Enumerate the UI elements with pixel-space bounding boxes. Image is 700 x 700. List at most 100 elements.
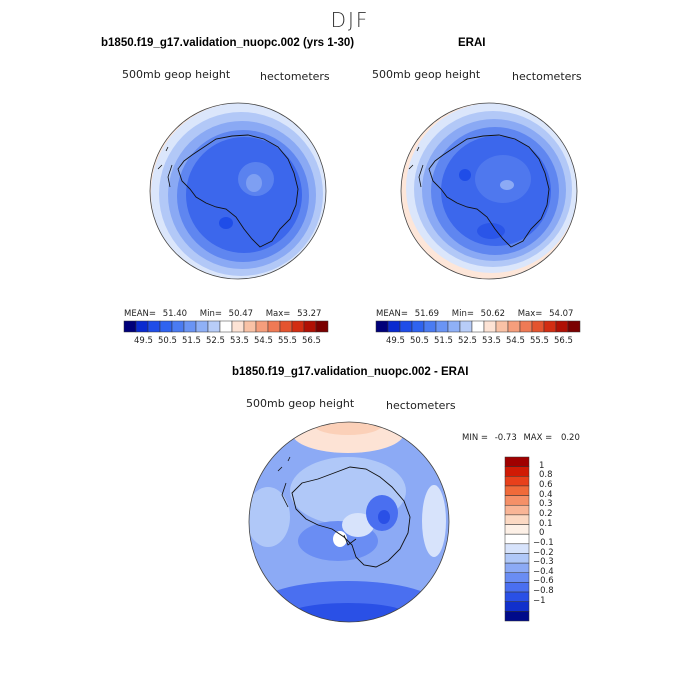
- panel-1-coastline: [177, 134, 299, 248]
- panel-3-colorbar-tick-label: 0.8: [539, 470, 553, 481]
- panel-3-map: [248, 421, 450, 623]
- panel-3-colorbar-tick-label: 0.6: [539, 479, 553, 490]
- panel-2-colorbar-swatch: [435, 320, 449, 333]
- panel-1-colorbar-tick-label: 55.5: [278, 336, 297, 346]
- panel-1-colorbar-tick-label: 56.5: [302, 336, 321, 346]
- panel-3-stats: MIN = -0.73 MAX = 0.20: [462, 433, 580, 443]
- panel-2-colorbar-swatch: [423, 320, 437, 333]
- panel-1-colorbar-swatch: [123, 320, 137, 333]
- panel-3-colorbar-swatch: [504, 485, 530, 496]
- panel-1-colorbar-tick-label: 50.5: [158, 336, 177, 346]
- panel-2-units: hectometers: [512, 70, 582, 83]
- panel-2-colorbar-swatch: [543, 320, 557, 333]
- panel-3-colorbar-swatch: [504, 553, 530, 564]
- panel-3-colorbar-swatch: [504, 524, 530, 535]
- panel-3-colorbar-tick-label: 0: [539, 528, 545, 539]
- panel-1-colorbar-swatch: [159, 320, 173, 333]
- panel-2-title: ERAI: [458, 37, 486, 49]
- panel-1-colorbar-tick-label: 54.5: [254, 336, 273, 346]
- panel-2-colorbar-swatch: [411, 320, 425, 333]
- panel-3-colorbar-tick-label: −0.2: [533, 547, 554, 558]
- panel-2-colorbar-tick-label: 49.5: [386, 336, 405, 346]
- panel-2-colorbar-swatch: [519, 320, 533, 333]
- panel-1-title: b1850.f19_g17.validation_nuopc.002 (yrs …: [101, 37, 355, 49]
- panel-2-map: [400, 102, 578, 280]
- panel-3-colorbar-swatch: [504, 495, 530, 506]
- panel-3-colorbar-tick-label: −0.6: [533, 576, 554, 587]
- panel-1-colorbar-swatch: [291, 320, 305, 333]
- panel-1-colorbar-swatch: [195, 320, 209, 333]
- panel-3-colorbar-swatch: [504, 466, 530, 477]
- panel-2-colorbar-tick-label: 53.5: [482, 336, 501, 346]
- panel-3-colorbar-tick-label: 0.3: [539, 499, 553, 510]
- panel-2-map-border: [400, 102, 578, 280]
- panel-1-colorbar-swatch: [219, 320, 233, 333]
- panel-1-map-border: [149, 102, 327, 280]
- panel-3-variable: 500mb geop height: [246, 397, 355, 410]
- panel-1-colorbar-swatch: [243, 320, 257, 333]
- panel-3-colorbar-tick-label: 0.2: [539, 508, 553, 519]
- panel-2-colorbar-swatch: [507, 320, 521, 333]
- panel-1-colorbar-swatch: [183, 320, 197, 333]
- panel-3-colorbar-swatch: [504, 533, 530, 545]
- panel-2-colorbar-swatch: [531, 320, 545, 333]
- panel-2-colorbar-tick-label: 51.5: [434, 336, 453, 346]
- panel-3-colorbar-ticks: 1 0.8 0.6 0.4 0.3 0.2 0.1 0 −0.1 −0.2 −0.3 −0.4 −0.6…: [533, 457, 573, 621]
- panel-2-colorbar-swatch: [399, 320, 413, 333]
- panel-2-colorbar-swatch: [495, 320, 509, 333]
- panel-2-colorbar-swatch: [567, 320, 581, 333]
- panel-1-colorbar-tick-label: 52.5: [206, 336, 225, 346]
- panel-3-colorbar-tick-label: 0.1: [539, 518, 553, 529]
- panel-3-colorbar-tick-label: 1: [539, 460, 545, 471]
- panel-3-title: b1850.f19_g17.validation_nuopc.002 - ERA…: [232, 366, 469, 378]
- panel-1-colorbar: [123, 320, 329, 333]
- panel-3-colorbar-swatch: [504, 476, 530, 487]
- panel-3-colorbar-tick-label: −0.1: [533, 537, 554, 548]
- panel-2-colorbar-tick-label: 52.5: [458, 336, 477, 346]
- panel-1-colorbar-swatch: [171, 320, 185, 333]
- panel-3-colorbar-swatch: [504, 601, 530, 612]
- panel-2-colorbar-tick-label: 50.5: [410, 336, 429, 346]
- panel-3-colorbar-swatch: [504, 543, 530, 554]
- panel-1-colorbar-swatch: [303, 320, 317, 333]
- panel-3-units: hectometers: [386, 399, 456, 412]
- panel-3-colorbar-tick-label: −1: [533, 595, 546, 606]
- panel-2-coastline: [428, 134, 550, 248]
- panel-1-colorbar-swatch: [207, 320, 221, 333]
- panel-2-variable: 500mb geop height: [372, 68, 481, 81]
- panel-3-colorbar-tick-label: −0.4: [533, 566, 554, 577]
- panel-1-map: [149, 102, 327, 280]
- panel-2-colorbar-tick-label: 54.5: [506, 336, 525, 346]
- panel-2-colorbar-swatch: [375, 320, 389, 333]
- panel-2-colorbar-swatch: [387, 320, 401, 333]
- panel-1-units: hectometers: [260, 70, 330, 83]
- panel-2-colorbar-swatch: [447, 320, 461, 333]
- panel-1-colorbar-swatch: [135, 320, 149, 333]
- panel-3-colorbar-swatch: [504, 611, 530, 622]
- panel-1-colorbar-swatch: [231, 320, 245, 333]
- panel-2-colorbar-tick-label: 55.5: [530, 336, 549, 346]
- panel-2-stats: MEAN= 51.69 Min= 50.62 Max= 54.07: [376, 309, 574, 319]
- panel-1-colorbar-ticks: 49.5 50.5 51.5 52.5 53.5 54.5 55.5 56.5: [124, 336, 328, 348]
- panel-1-colorbar-swatch: [279, 320, 293, 333]
- panel-3-colorbar-swatch: [504, 504, 530, 516]
- panel-1-colorbar-swatch: [315, 320, 329, 333]
- panel-3-colorbar-tick-label: −0.3: [533, 557, 554, 568]
- panel-3-colorbar-swatch: [504, 456, 530, 467]
- panel-3-colorbar-swatch: [504, 572, 530, 583]
- panel-3-colorbar-swatch: [504, 562, 530, 574]
- panel-2-colorbar-tick-label: 56.5: [554, 336, 573, 346]
- panel-3-colorbar-tick-label: 0.4: [539, 489, 553, 500]
- panel-3-map-border: [248, 421, 450, 623]
- panel-1-variable: 500mb geop height: [122, 68, 231, 81]
- panel-2-colorbar-ticks: 49.5 50.5 51.5 52.5 53.5 54.5 55.5 56.5: [376, 336, 580, 348]
- panel-2-colorbar-swatch: [483, 320, 497, 333]
- panel-2-colorbar-swatch: [459, 320, 473, 333]
- panel-1-stats: MEAN= 51.40 Min= 50.47 Max= 53.27: [124, 309, 322, 319]
- panel-1-colorbar-tick-label: 49.5: [134, 336, 153, 346]
- panel-3-coastline: [291, 466, 411, 568]
- panel-3-colorbar-tick-label: −0.8: [533, 586, 554, 597]
- season-title: DJF: [330, 8, 370, 32]
- panel-3-colorbar-swatch: [504, 582, 530, 593]
- panel-1-colorbar-swatch: [267, 320, 281, 333]
